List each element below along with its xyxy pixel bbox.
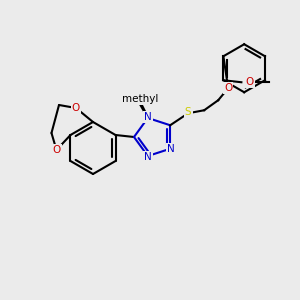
Text: N: N [144, 112, 152, 122]
Text: O: O [52, 145, 61, 155]
Text: methyl: methyl [122, 94, 158, 104]
Text: O: O [72, 103, 80, 113]
Text: N: N [167, 144, 175, 154]
Text: N: N [144, 152, 152, 162]
Text: O: O [245, 77, 253, 87]
Text: O: O [224, 83, 232, 93]
Text: S: S [185, 107, 191, 117]
